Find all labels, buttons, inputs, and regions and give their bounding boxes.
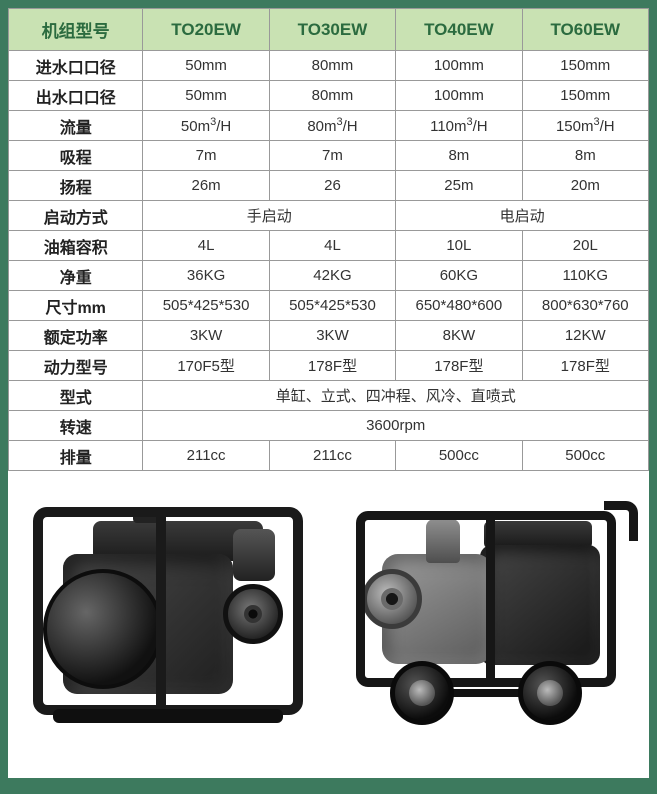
row-cell: 150m3/H [522, 111, 648, 141]
row-cell: 4L [143, 231, 269, 261]
row-cell-span4: 3600rpm [143, 411, 649, 441]
row-cell-span2: 电启动 [396, 201, 649, 231]
row-cell: 4L [269, 231, 395, 261]
table-row: 启动方式手启动电启动 [9, 201, 649, 231]
row-cell: 505*425*530 [143, 291, 269, 321]
table-row: 尺寸mm505*425*530505*425*530650*480*600800… [9, 291, 649, 321]
row-cell: 110m3/H [396, 111, 522, 141]
row-cell: 36KG [143, 261, 269, 291]
row-cell: 8KW [396, 321, 522, 351]
table-header-row: 机组型号 TO20EW TO30EW TO40EW TO60EW [9, 9, 649, 51]
table-row: 净重36KG42KG60KG110KG [9, 261, 649, 291]
header-cell-to20ew: TO20EW [143, 9, 269, 51]
row-label: 启动方式 [9, 201, 143, 231]
row-cell: 10L [396, 231, 522, 261]
row-cell: 60KG [396, 261, 522, 291]
row-cell: 150mm [522, 51, 648, 81]
header-cell-model: 机组型号 [9, 9, 143, 51]
row-cell: 26 [269, 171, 395, 201]
row-cell: 80mm [269, 81, 395, 111]
row-cell: 8m [396, 141, 522, 171]
row-cell: 211cc [269, 441, 395, 471]
row-label: 额定功率 [9, 321, 143, 351]
row-cell: 650*480*600 [396, 291, 522, 321]
row-cell: 800*630*760 [522, 291, 648, 321]
row-label: 流量 [9, 111, 143, 141]
row-cell: 80m3/H [269, 111, 395, 141]
row-cell: 170F5型 [143, 351, 269, 381]
row-cell-span4: 单缸、立式、四冲程、风冷、直喷式 [143, 381, 649, 411]
row-cell: 500cc [396, 441, 522, 471]
row-cell: 505*425*530 [269, 291, 395, 321]
row-cell: 20m [522, 171, 648, 201]
row-label: 尺寸mm [9, 291, 143, 321]
page: 机组型号 TO20EW TO30EW TO40EW TO60EW 进水口口径50… [8, 8, 649, 778]
row-label: 净重 [9, 261, 143, 291]
row-cell: 500cc [522, 441, 648, 471]
header-cell-to30ew: TO30EW [269, 9, 395, 51]
row-label: 转速 [9, 411, 143, 441]
table-row: 吸程7m7m8m8m [9, 141, 649, 171]
row-cell-span2: 手启动 [143, 201, 396, 231]
table-row: 扬程26m2625m20m [9, 171, 649, 201]
row-cell: 80mm [269, 51, 395, 81]
row-cell: 3KW [269, 321, 395, 351]
row-label: 进水口口径 [9, 51, 143, 81]
product-image-right [334, 499, 634, 729]
table-row: 额定功率3KW3KW8KW12KW [9, 321, 649, 351]
row-cell: 100mm [396, 81, 522, 111]
row-cell: 7m [143, 141, 269, 171]
row-cell: 50m3/H [143, 111, 269, 141]
row-cell: 25m [396, 171, 522, 201]
table-row: 型式单缸、立式、四冲程、风冷、直喷式 [9, 381, 649, 411]
row-cell: 26m [143, 171, 269, 201]
row-label: 排量 [9, 441, 143, 471]
table-row: 流量50m3/H80m3/H110m3/H150m3/H [9, 111, 649, 141]
row-cell: 20L [522, 231, 648, 261]
table-row: 进水口口径50mm80mm100mm150mm [9, 51, 649, 81]
table-body: 进水口口径50mm80mm100mm150mm出水口口径50mm80mm100m… [9, 51, 649, 471]
row-cell: 110KG [522, 261, 648, 291]
row-cell: 178F型 [269, 351, 395, 381]
row-cell: 100mm [396, 51, 522, 81]
row-label: 动力型号 [9, 351, 143, 381]
table-row: 出水口口径50mm80mm100mm150mm [9, 81, 649, 111]
row-label: 出水口口径 [9, 81, 143, 111]
header-cell-to60ew: TO60EW [522, 9, 648, 51]
row-cell: 8m [522, 141, 648, 171]
product-images-row [8, 471, 649, 749]
row-cell: 42KG [269, 261, 395, 291]
row-label: 型式 [9, 381, 143, 411]
table-row: 动力型号170F5型178F型178F型178F型 [9, 351, 649, 381]
row-cell: 50mm [143, 51, 269, 81]
row-cell: 150mm [522, 81, 648, 111]
table-row: 排量211cc211cc500cc500cc [9, 441, 649, 471]
row-cell: 50mm [143, 81, 269, 111]
spec-table: 机组型号 TO20EW TO30EW TO40EW TO60EW 进水口口径50… [8, 8, 649, 471]
row-cell: 12KW [522, 321, 648, 351]
row-cell: 178F型 [522, 351, 648, 381]
row-cell: 178F型 [396, 351, 522, 381]
row-label: 吸程 [9, 141, 143, 171]
row-cell: 7m [269, 141, 395, 171]
row-label: 油箱容积 [9, 231, 143, 261]
row-cell: 3KW [143, 321, 269, 351]
row-cell: 211cc [143, 441, 269, 471]
table-row: 转速3600rpm [9, 411, 649, 441]
product-image-left [23, 499, 313, 729]
row-label: 扬程 [9, 171, 143, 201]
header-cell-to40ew: TO40EW [396, 9, 522, 51]
table-row: 油箱容积4L4L10L20L [9, 231, 649, 261]
